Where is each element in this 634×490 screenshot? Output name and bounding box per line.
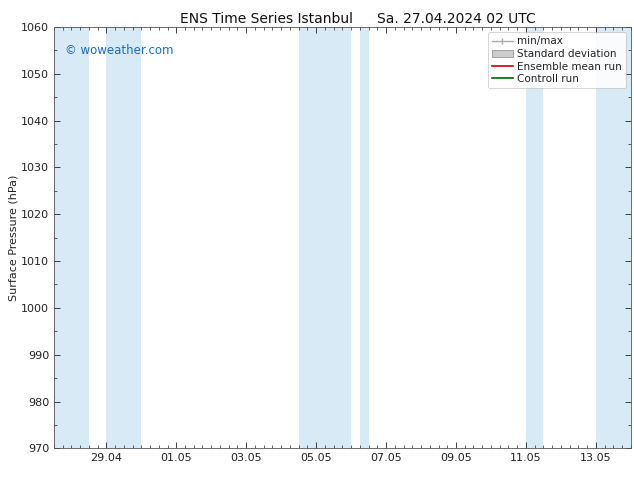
Legend: min/max, Standard deviation, Ensemble mean run, Controll run: min/max, Standard deviation, Ensemble me… (488, 32, 626, 88)
Bar (54, 27, 89, 448)
Text: © woweather.com: © woweather.com (65, 44, 174, 57)
Bar (526, 27, 543, 448)
Y-axis label: Surface Pressure (hPa): Surface Pressure (hPa) (8, 174, 18, 301)
Text: ENS Time Series Istanbul: ENS Time Series Istanbul (180, 12, 353, 26)
Bar (107, 27, 141, 448)
Bar (360, 27, 368, 448)
Bar (299, 27, 351, 448)
Bar (596, 27, 631, 448)
Text: Sa. 27.04.2024 02 UTC: Sa. 27.04.2024 02 UTC (377, 12, 536, 26)
